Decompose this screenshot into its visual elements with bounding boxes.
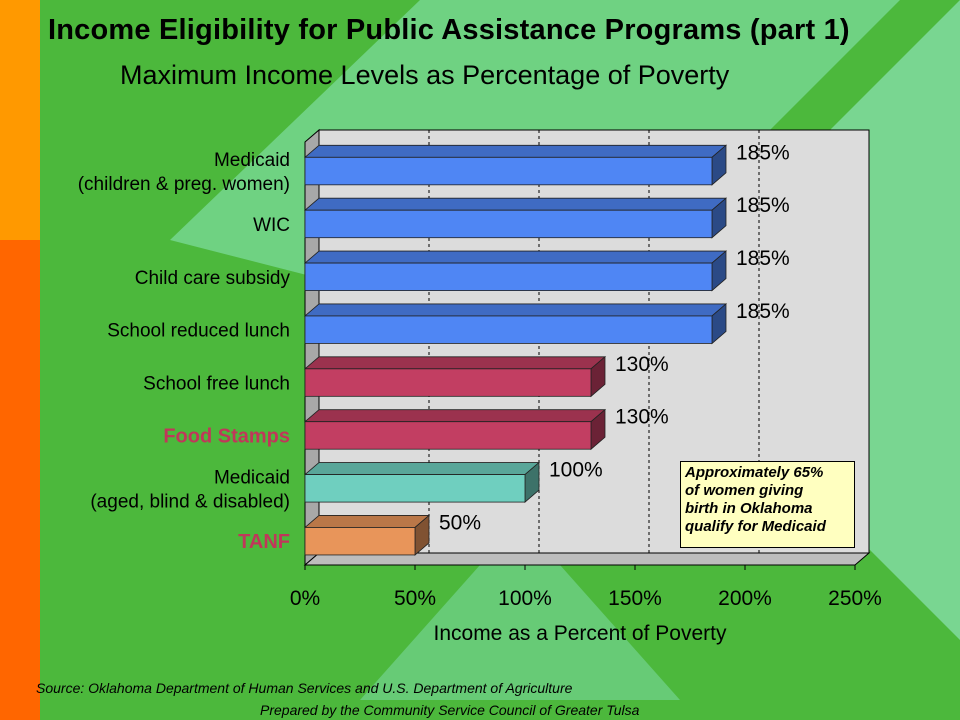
- annotation-line: birth in Oklahoma: [685, 500, 813, 517]
- category-label: Food Stamps: [163, 425, 290, 447]
- bar-top: [303, 144, 728, 158]
- value-label: 185%: [736, 141, 790, 164]
- category-label: (aged, blind & disabled): [90, 491, 290, 512]
- x-tick-label: 100%: [498, 587, 552, 610]
- bar: [304, 421, 592, 450]
- category-label: (children & preg. women): [78, 174, 290, 195]
- bar-top: [303, 462, 541, 475]
- bar: [304, 315, 713, 344]
- value-label: 130%: [615, 353, 669, 376]
- category-label: School free lunch: [143, 374, 290, 395]
- source-note: Source: Oklahoma Department of Human Ser…: [36, 680, 573, 696]
- chart-title: Income Eligibility for Public Assistance…: [48, 14, 850, 46]
- bar: [304, 209, 713, 239]
- x-tick-label: 50%: [394, 587, 436, 610]
- annotation-line: of women giving: [685, 482, 804, 499]
- bar: [304, 474, 526, 503]
- annotation-box: Approximately 65% of women giving birth …: [680, 461, 855, 548]
- category-label: Medicaid: [214, 467, 290, 488]
- value-label: 130%: [615, 406, 669, 429]
- x-tick-label: 0%: [290, 587, 320, 610]
- category-label: Child care subsidy: [135, 268, 291, 289]
- bar-top: [303, 409, 607, 423]
- annotation-line: qualify for Medicaid: [685, 518, 826, 535]
- value-label: 185%: [736, 300, 790, 323]
- category-label: School reduced lunch: [107, 321, 290, 342]
- bar: [304, 368, 592, 397]
- bar-top: [303, 197, 728, 211]
- annotation-line: Approximately 65%: [685, 464, 824, 481]
- category-label: Medicaid: [214, 150, 290, 171]
- x-tick-label: 200%: [718, 587, 772, 610]
- prepared-by-note: Prepared by the Community Service Counci…: [260, 702, 640, 718]
- bar-top: [303, 303, 728, 317]
- x-tick-label: 250%: [828, 587, 882, 610]
- bar-top: [303, 250, 728, 264]
- category-label: TANF: [238, 531, 290, 553]
- bar: [304, 156, 713, 186]
- chart-subtitle: Maximum Income Levels as Percentage of P…: [120, 60, 730, 90]
- bar-top: [303, 515, 431, 528]
- value-label: 185%: [736, 247, 790, 270]
- x-axis-label: Income as a Percent of Poverty: [434, 622, 727, 645]
- bar: [304, 262, 713, 291]
- x-tick-label: 150%: [608, 587, 662, 610]
- value-label: 185%: [736, 194, 790, 217]
- bar-top: [303, 356, 607, 370]
- value-label: 100%: [549, 459, 603, 482]
- value-label: 50%: [439, 511, 481, 534]
- category-label: WIC: [253, 215, 290, 236]
- bar: [304, 527, 416, 556]
